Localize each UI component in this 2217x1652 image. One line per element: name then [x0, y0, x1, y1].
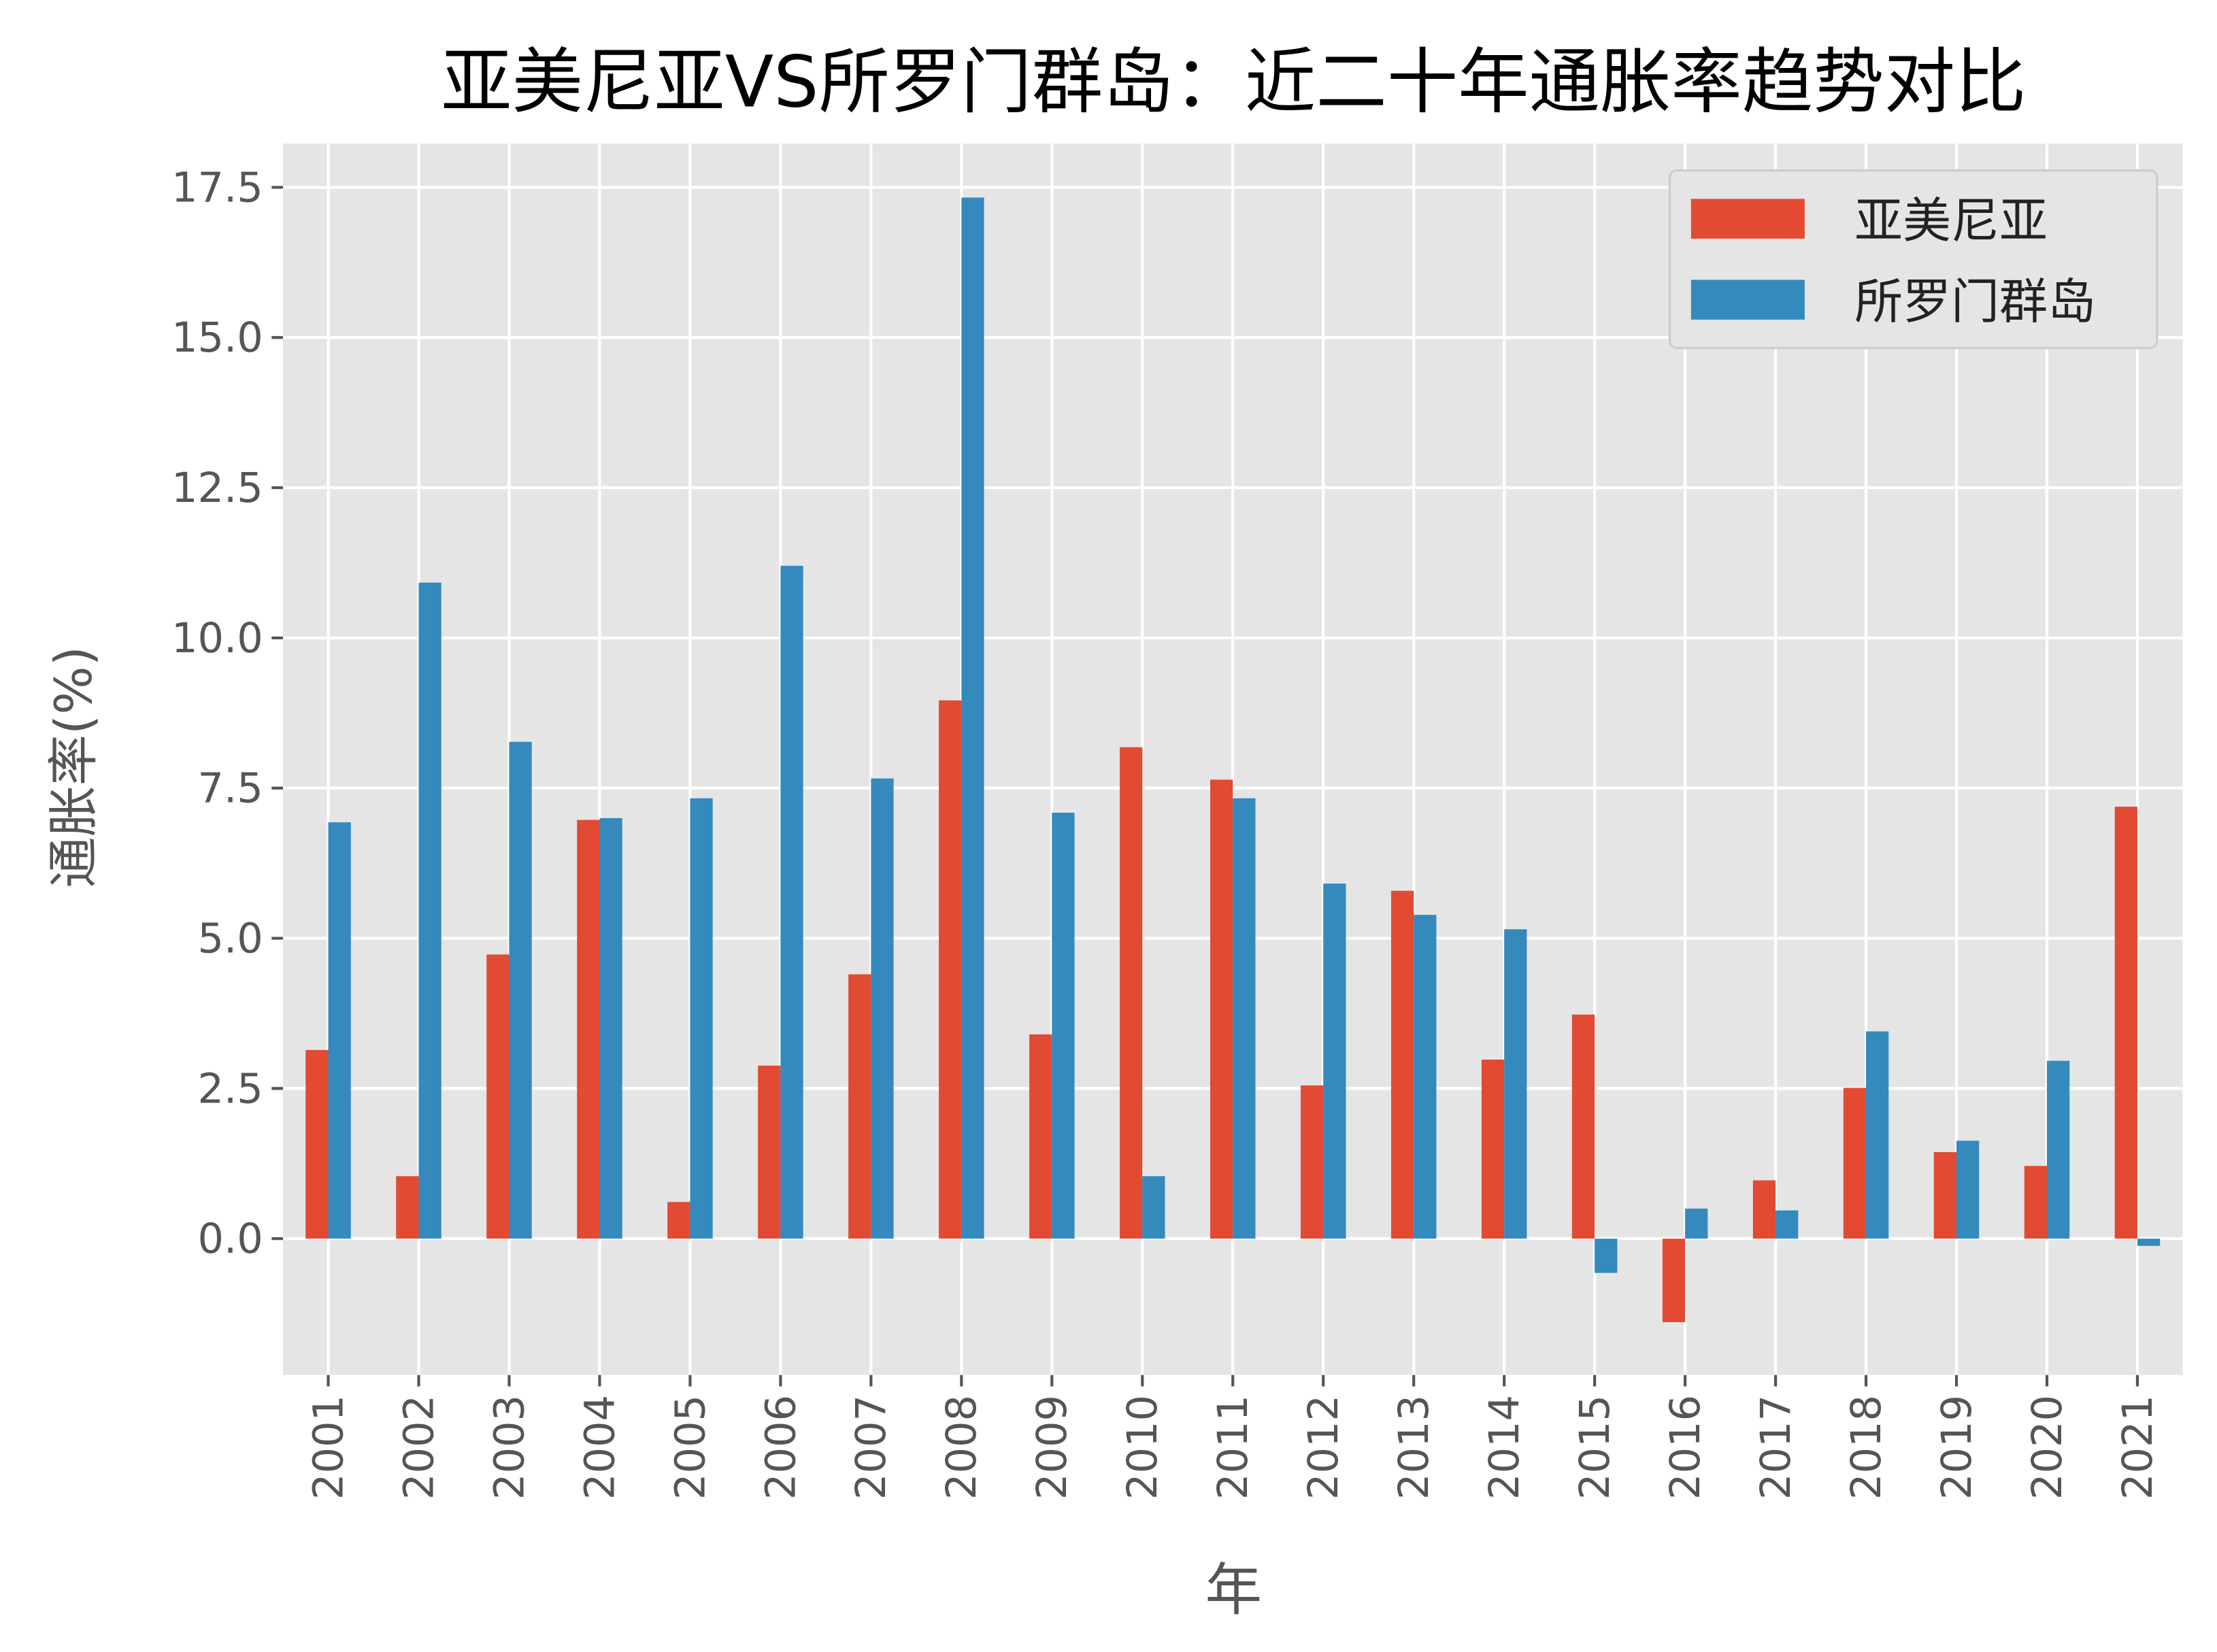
bar-solomon-islands-2012 [1323, 883, 1346, 1239]
x-tick-label: 2005 [667, 1395, 714, 1500]
bar-solomon-islands-2020 [2046, 1060, 2070, 1239]
bar-solomon-islands-2003 [509, 741, 532, 1239]
legend-swatch-armenia [1690, 199, 1805, 239]
x-tick-label: 2003 [486, 1395, 533, 1500]
bar-armenia-2001 [305, 1049, 329, 1239]
bar-armenia-2017 [1752, 1180, 1776, 1239]
y-tick-label: 15.0 [171, 314, 263, 362]
bars [305, 197, 2161, 1322]
x-tick-label: 2001 [305, 1395, 352, 1500]
bar-armenia-2021 [2114, 807, 2137, 1239]
bar-armenia-2007 [848, 974, 871, 1239]
y-tick-label: 7.5 [198, 765, 263, 813]
x-tick-label: 2010 [1119, 1395, 1167, 1500]
x-axis-label: 年 [1205, 1556, 1263, 1623]
bar-solomon-islands-2009 [1052, 812, 1075, 1239]
legend-label-armenia: 亚美尼亚 [1854, 192, 2048, 249]
legend-label-solomon-islands: 所罗门群岛 [1854, 273, 2096, 330]
bar-solomon-islands-2014 [1504, 929, 1527, 1239]
x-tick-label: 2015 [1571, 1395, 1619, 1500]
bar-armenia-2015 [1571, 1014, 1595, 1239]
x-tick-label: 2002 [395, 1395, 443, 1500]
bar-armenia-2016 [1662, 1238, 1686, 1322]
y-tick-label: 0.0 [198, 1215, 263, 1263]
x-tick-labels: 2001 2002 2003 2004 2005 2006 2007 2008 2009 2010… [305, 1375, 2162, 1500]
y-tick-label: 5.0 [198, 915, 263, 962]
x-tick-label: 2009 [1029, 1395, 1076, 1500]
bar-solomon-islands-2013 [1414, 915, 1437, 1239]
bar-armenia-2004 [577, 820, 600, 1239]
bar-solomon-islands-2001 [328, 822, 351, 1239]
bar-solomon-islands-2019 [1956, 1141, 1980, 1239]
y-tick-label: 2.5 [198, 1065, 263, 1113]
y-tick-label: 17.5 [171, 164, 263, 212]
bar-solomon-islands-2006 [780, 565, 803, 1239]
bar-solomon-islands-2008 [961, 197, 984, 1239]
bar-armenia-2002 [396, 1176, 419, 1239]
x-tick-label: 2017 [1752, 1395, 1800, 1500]
bar-armenia-2020 [2024, 1166, 2047, 1239]
bar-armenia-2008 [939, 700, 962, 1239]
legend-swatch-solomon-islands [1690, 280, 1805, 320]
legend: 亚美尼亚 所罗门群岛 [1668, 169, 2158, 350]
bar-armenia-2003 [486, 954, 510, 1239]
bar-armenia-2012 [1300, 1085, 1324, 1239]
bar-solomon-islands-2021 [2137, 1238, 2161, 1246]
y-axis-label: 通胀率(%) [44, 646, 103, 888]
bar-solomon-islands-2011 [1233, 798, 1256, 1239]
x-tick-label: 2007 [848, 1395, 895, 1500]
x-tick-label: 2016 [1662, 1395, 1710, 1500]
bar-armenia-2005 [667, 1202, 690, 1239]
x-tick-label: 2020 [2024, 1395, 2071, 1500]
y-tick-label: 12.5 [171, 465, 263, 512]
x-tick-label: 2008 [938, 1395, 986, 1500]
bar-solomon-islands-2004 [599, 817, 622, 1239]
x-tick-label: 2018 [1843, 1395, 1890, 1500]
chart-title: 亚美尼亚VS所罗门群岛：近二十年通胀率趋势对比 [441, 41, 2026, 124]
bar-armenia-2010 [1120, 747, 1143, 1239]
bar-solomon-islands-2017 [1776, 1210, 1799, 1239]
bar-solomon-islands-2016 [1685, 1209, 1708, 1239]
bar-solomon-islands-2018 [1866, 1031, 1889, 1239]
x-tick-label: 2011 [1210, 1395, 1257, 1500]
bar-armenia-2011 [1210, 779, 1233, 1239]
bar-solomon-islands-2010 [1142, 1176, 1165, 1239]
x-tick-label: 2019 [1933, 1395, 1981, 1500]
bar-solomon-islands-2002 [418, 582, 441, 1239]
bar-solomon-islands-2005 [690, 798, 713, 1239]
y-tick-label: 10.0 [171, 615, 263, 662]
x-tick-label: 2004 [576, 1395, 624, 1500]
x-tick-label: 2012 [1300, 1395, 1348, 1500]
bar-armenia-2009 [1029, 1034, 1052, 1239]
x-tick-label: 2021 [2114, 1395, 2162, 1500]
bar-armenia-2014 [1481, 1059, 1505, 1239]
y-tick-labels: 0.0 2.5 5.0 7.5 10.0 12.5 15.0 17.5 [171, 164, 284, 1263]
bar-armenia-2006 [758, 1065, 781, 1239]
bar-armenia-2018 [1843, 1088, 1867, 1239]
bar-solomon-islands-2007 [871, 778, 894, 1239]
x-tick-label: 2013 [1390, 1395, 1438, 1500]
bar-solomon-islands-2015 [1595, 1238, 1618, 1273]
x-tick-label: 2006 [757, 1395, 805, 1500]
bar-armenia-2013 [1390, 890, 1414, 1239]
x-tick-label: 2014 [1481, 1395, 1529, 1500]
bar-armenia-2019 [1933, 1152, 1957, 1239]
